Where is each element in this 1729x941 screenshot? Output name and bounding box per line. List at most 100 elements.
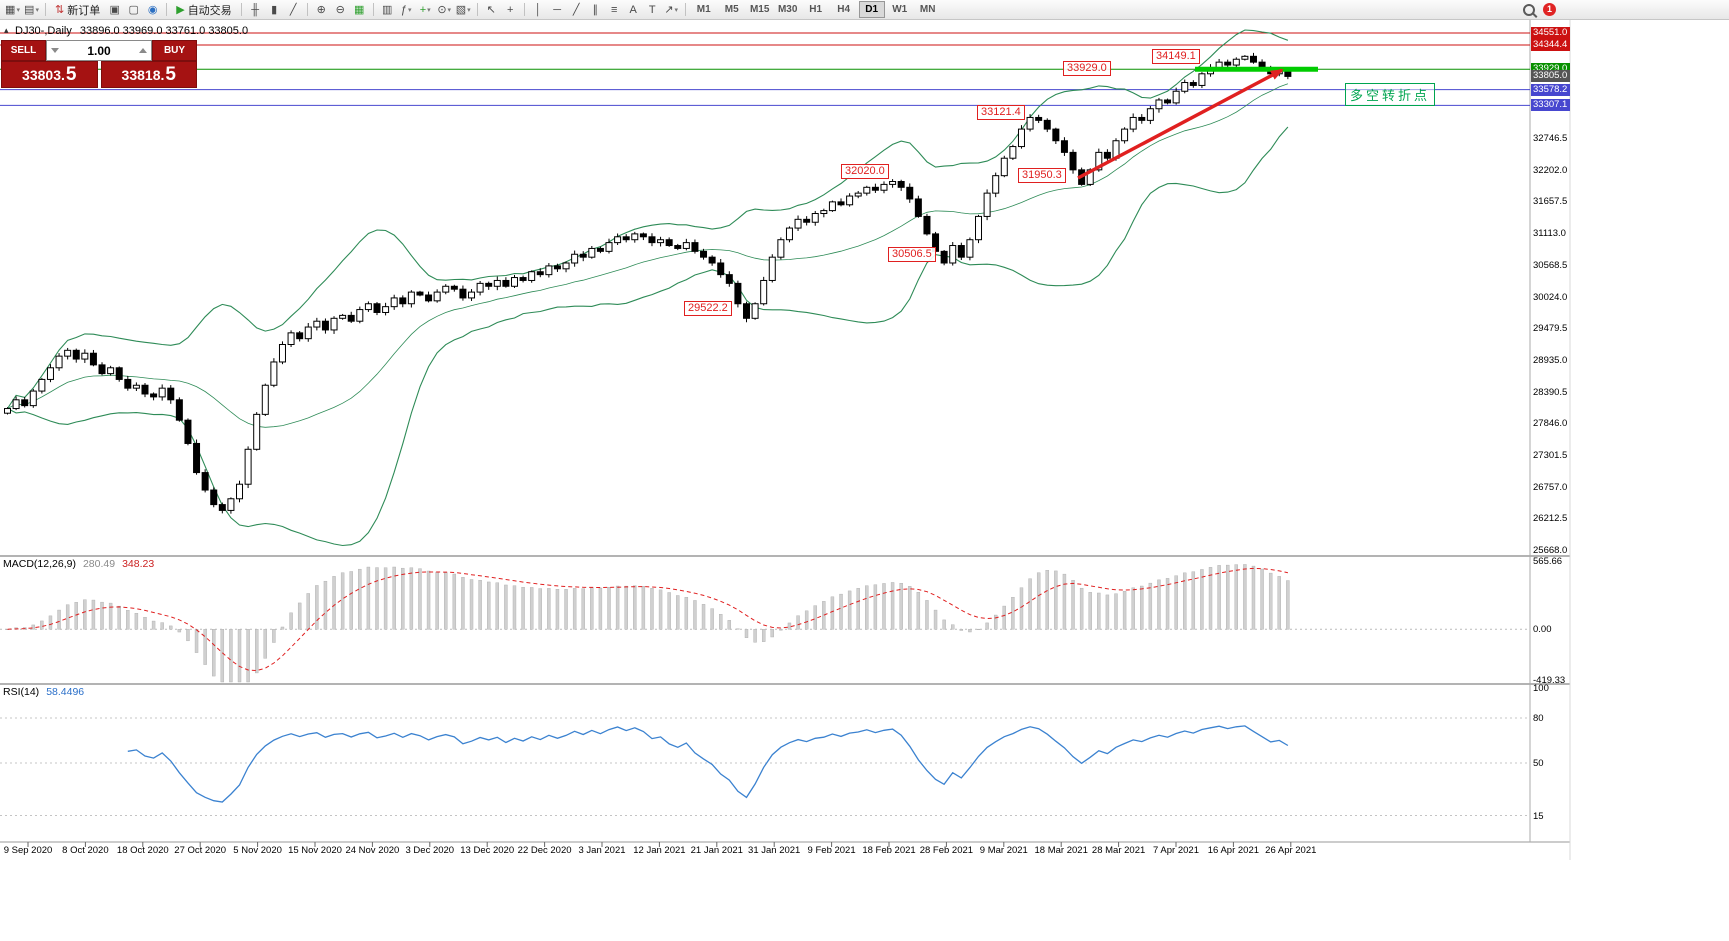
candle-body <box>89 352 97 366</box>
panel-collapse-icon[interactable]: ▴ <box>4 25 9 35</box>
note-annotation[interactable]: 多空转折点 <box>1345 83 1436 106</box>
price-annotation[interactable]: 34149.1 <box>1152 49 1200 64</box>
cursor-icon[interactable]: ↖ <box>483 2 500 18</box>
price-scale-tick: 30568.5 <box>1533 259 1568 271</box>
candle-body <box>708 256 716 264</box>
text-icon[interactable]: A <box>625 2 642 18</box>
search-icon[interactable] <box>1523 4 1535 16</box>
volume-field[interactable]: 1.00 <box>46 40 152 61</box>
data-window-icon[interactable]: ▢ <box>125 2 142 18</box>
tile-windows-icon[interactable]: ▦ <box>351 2 368 18</box>
macd-histogram-bar <box>925 600 929 630</box>
period-icon[interactable]: ⊙ ▾ <box>436 2 453 18</box>
macd-histogram-bar <box>203 629 207 665</box>
bollinger-upper-band <box>7 29 1289 409</box>
auto-trading-button-label: 自动交易 <box>187 4 232 17</box>
candle-body <box>287 332 295 345</box>
candle-body <box>12 399 20 410</box>
sell-price-main: 33803. <box>22 66 65 83</box>
sell-price-button[interactable]: 33803. 5 <box>1 61 98 88</box>
auto-arrange-icon[interactable]: ▥ <box>379 2 396 18</box>
macd-histogram-bar <box>332 576 336 630</box>
volume-decrease-icon[interactable] <box>51 48 59 53</box>
macd-histogram-bar <box>358 568 362 630</box>
cursor-icon-glyph: ↖ <box>486 4 496 16</box>
time-axis-label: 12 Jan 2021 <box>633 845 686 856</box>
candle-body <box>373 303 381 313</box>
timeframe-H1[interactable]: H1 <box>809 4 823 15</box>
macd-histogram-bar <box>890 582 895 630</box>
crosshair-icon[interactable]: + <box>502 2 519 18</box>
timeframe-M5[interactable]: M5 <box>724 4 739 15</box>
channel-icon[interactable]: ∥ <box>587 2 604 18</box>
price-annotation[interactable]: 30506.5 <box>888 247 936 262</box>
add-indicator-icon[interactable]: + ▾ <box>417 2 434 18</box>
profiles-icon[interactable]: ▤ ▾ <box>23 2 40 18</box>
rsi-indicator-label: RSI(14) 58.4496 <box>3 686 84 698</box>
bar-chart-icon[interactable]: ╫ <box>247 2 264 18</box>
candle-body <box>1026 116 1034 130</box>
sell-button[interactable]: SELL <box>1 40 46 61</box>
macd-histogram-bar <box>1148 582 1153 630</box>
macd-histogram-bar <box>401 567 405 630</box>
dropdown-caret-icon: ▾ <box>407 6 412 14</box>
channel-icon-glyph: ∥ <box>592 4 598 16</box>
candlestick-chart-icon[interactable]: ▮ <box>266 2 283 18</box>
macd-histogram-bar <box>959 629 964 631</box>
price-scale-tick: 27301.5 <box>1533 450 1568 462</box>
community-icon[interactable]: ◉ <box>144 2 161 18</box>
macd-histogram-bar <box>1019 587 1024 630</box>
candle-body <box>107 367 115 375</box>
candle-body <box>854 192 862 197</box>
macd-histogram-bar <box>710 608 714 630</box>
indicators-icon[interactable]: ƒ ▾ <box>398 2 415 18</box>
horizontal-line-icon[interactable]: ─ <box>549 2 566 18</box>
candle-body <box>579 253 587 258</box>
notification-badge[interactable]: 1 <box>1543 3 1556 16</box>
macd-histogram-bar <box>1140 585 1144 630</box>
templates-icon[interactable]: ▧ ▾ <box>455 2 472 18</box>
macd-histogram-bar <box>529 587 534 630</box>
toolbar-separator <box>372 3 374 16</box>
timeframe-M15[interactable]: M15 <box>749 4 770 15</box>
trend-arrow[interactable] <box>1077 68 1284 180</box>
timeframe-H4[interactable]: H4 <box>837 4 851 15</box>
price-annotation[interactable]: 29522.2 <box>684 301 732 316</box>
buy-button[interactable]: BUY <box>152 40 197 61</box>
auto-trading-button[interactable]: ▶ 自动交易 <box>171 2 236 18</box>
auto-arrange-icon-glyph: ▥ <box>381 4 393 16</box>
candle-body <box>957 245 965 258</box>
new-order-button[interactable]: ⇅ 新订单 <box>50 2 105 18</box>
macd-histogram-bar <box>830 596 835 630</box>
candle-body <box>889 180 897 185</box>
macd-histogram-bar <box>641 586 646 630</box>
timeframe-W1[interactable]: W1 <box>892 4 908 15</box>
macd-histogram-bar <box>409 567 414 630</box>
arrows-icon[interactable]: ↗ ▾ <box>663 2 680 18</box>
market-watch-icon[interactable]: ▣ <box>106 2 123 18</box>
volume-value[interactable]: 1.00 <box>87 43 111 58</box>
label-icon[interactable]: T <box>644 2 661 18</box>
timeframe-M1[interactable]: M1 <box>696 4 711 15</box>
vertical-line-icon[interactable]: │ <box>530 2 547 18</box>
price-annotation[interactable]: 33929.0 <box>1063 61 1111 76</box>
buy-price-button[interactable]: 33818. 5 <box>100 61 197 88</box>
volume-increase-icon[interactable] <box>138 48 147 53</box>
price-annotation[interactable]: 33121.4 <box>977 105 1025 120</box>
new-chart-icon[interactable]: ▦ ▾ <box>4 2 21 18</box>
macd-histogram-bar <box>74 602 78 630</box>
timeframe-MN[interactable]: MN <box>919 4 936 15</box>
price-annotation[interactable]: 32020.0 <box>841 164 889 179</box>
fibonacci-icon[interactable]: ≡ <box>606 2 623 18</box>
price-annotation[interactable]: 31950.3 <box>1018 168 1066 183</box>
macd-histogram-bar <box>504 584 508 630</box>
candle-body <box>98 364 106 375</box>
zoom-out-icon[interactable]: ⊖ <box>332 2 349 18</box>
timeframe-M30[interactable]: M30 <box>777 4 798 15</box>
trendline-icon[interactable]: ╱ <box>568 2 585 18</box>
zoom-in-icon[interactable]: ⊕ <box>313 2 330 18</box>
line-chart-icon[interactable]: ╱ <box>285 2 302 18</box>
timeframe-D1[interactable]: D1 <box>858 1 885 18</box>
time-axis-label: 18 Oct 2020 <box>116 845 169 856</box>
